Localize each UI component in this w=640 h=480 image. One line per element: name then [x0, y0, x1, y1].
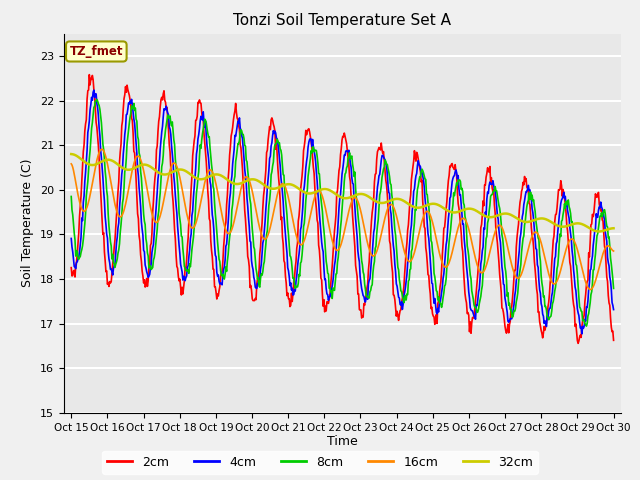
8cm	[218, 273, 225, 278]
2cm	[86, 72, 93, 78]
8cm	[610, 286, 618, 291]
16cm	[409, 254, 417, 260]
X-axis label: Time: Time	[327, 435, 358, 448]
4cm	[610, 307, 618, 312]
Text: TZ_fmet: TZ_fmet	[70, 45, 123, 58]
4cm	[67, 236, 75, 241]
32cm	[408, 204, 416, 209]
8cm	[134, 133, 141, 139]
32cm	[217, 172, 225, 178]
2cm	[134, 211, 141, 216]
8cm	[425, 203, 433, 208]
32cm	[77, 156, 85, 162]
8cm	[582, 323, 590, 329]
16cm	[610, 248, 618, 254]
4cm	[90, 87, 98, 93]
32cm	[188, 172, 196, 178]
Line: 8cm: 8cm	[71, 99, 614, 326]
32cm	[610, 226, 618, 231]
16cm	[134, 153, 141, 159]
16cm	[218, 209, 225, 215]
4cm	[134, 166, 141, 172]
32cm	[595, 228, 603, 234]
4cm	[578, 331, 586, 337]
8cm	[189, 240, 196, 246]
16cm	[67, 161, 75, 167]
32cm	[133, 164, 141, 170]
2cm	[610, 337, 618, 343]
16cm	[77, 204, 85, 210]
8cm	[409, 235, 417, 241]
Y-axis label: Soil Temperature (C): Soil Temperature (C)	[22, 159, 35, 288]
4cm	[425, 235, 433, 241]
32cm	[424, 202, 432, 208]
2cm	[574, 340, 582, 346]
16cm	[189, 225, 196, 231]
Line: 2cm: 2cm	[71, 75, 614, 343]
4cm	[218, 281, 225, 287]
2cm	[67, 265, 75, 271]
4cm	[409, 202, 417, 207]
16cm	[425, 209, 433, 215]
16cm	[586, 287, 594, 292]
Line: 4cm: 4cm	[71, 90, 614, 334]
8cm	[77, 250, 85, 255]
Legend: 2cm, 4cm, 8cm, 16cm, 32cm: 2cm, 4cm, 8cm, 16cm, 32cm	[102, 451, 538, 474]
2cm	[77, 193, 85, 199]
2cm	[189, 153, 196, 159]
4cm	[77, 234, 85, 240]
2cm	[425, 273, 433, 278]
32cm	[67, 151, 75, 157]
Line: 16cm: 16cm	[71, 149, 614, 289]
Line: 32cm: 32cm	[71, 154, 614, 231]
2cm	[218, 270, 225, 276]
8cm	[67, 193, 75, 199]
8cm	[93, 96, 100, 102]
4cm	[189, 208, 196, 214]
Title: Tonzi Soil Temperature Set A: Tonzi Soil Temperature Set A	[234, 13, 451, 28]
2cm	[409, 164, 417, 170]
16cm	[97, 146, 105, 152]
